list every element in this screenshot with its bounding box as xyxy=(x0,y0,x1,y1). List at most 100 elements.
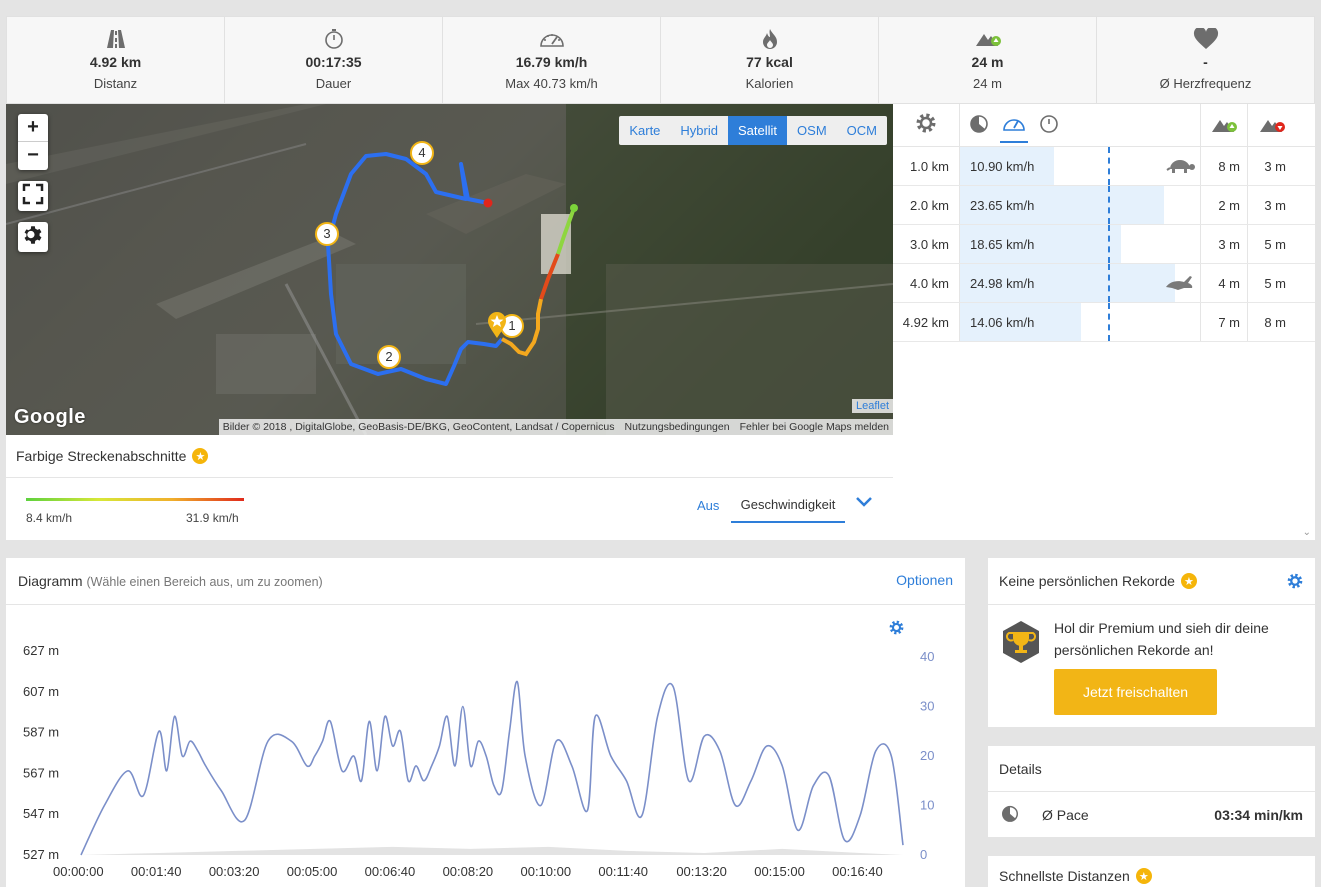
splits-header xyxy=(893,104,1315,147)
split-speed-cell: 23.65 km/h xyxy=(960,186,1201,224)
x-tick-label: 00:06:40 xyxy=(365,864,416,879)
x-tick-label: 00:13:20 xyxy=(676,864,727,879)
y-right-tick-label: 10 xyxy=(920,798,934,813)
zoom-in-button[interactable]: + xyxy=(18,114,48,142)
splits-metric-tabs xyxy=(960,104,1201,146)
gradient-min-label: 8.4 km/h xyxy=(26,511,73,525)
speedometer-icon xyxy=(443,27,660,51)
x-tick-label: 00:00:00 xyxy=(53,864,104,879)
split-descent: 3 m xyxy=(1264,158,1286,174)
pace-icon xyxy=(1000,803,1020,826)
trophy-icon xyxy=(1001,620,1041,669)
split-km: 3.0 km xyxy=(893,225,960,263)
layer-osm[interactable]: OSM xyxy=(797,123,827,138)
split-row: 3.0 km 18.65 km/h 3 m 5 m xyxy=(893,225,1315,264)
speed-tab-icon[interactable] xyxy=(1000,108,1028,143)
scroll-down-arrow-icon[interactable]: ⌄ xyxy=(1302,527,1311,538)
split-ascent: 3 m xyxy=(1201,225,1248,263)
max-speed-label: Max 40.73 km/h xyxy=(505,76,598,91)
diagram-title: Diagramm xyxy=(18,573,83,589)
elevation-up-icon xyxy=(879,27,1096,51)
split-speed: 18.65 km/h xyxy=(970,236,1035,252)
fullscreen-icon xyxy=(22,183,44,210)
split-speed-bar xyxy=(960,303,1082,341)
x-tick-label: 00:15:00 xyxy=(754,864,805,879)
split-speed-cell: 14.06 km/h xyxy=(960,303,1201,341)
average-speed-line xyxy=(1108,147,1110,185)
records-title: Keine persönlichen Rekorde xyxy=(999,573,1175,589)
pace-tab-icon[interactable] xyxy=(968,112,990,139)
route-end-segment xyxy=(556,207,576,255)
mode-speed-option[interactable]: Geschwindigkeit xyxy=(731,490,845,523)
split-km: 4.92 km xyxy=(893,303,960,341)
x-tick-label: 00:01:40 xyxy=(131,864,182,879)
heartrate-label: Ø Herzfrequenz xyxy=(1159,76,1252,91)
km-marker-4[interactable]: 4 xyxy=(410,141,434,165)
pace-label: Ø Pace xyxy=(1042,806,1089,823)
avg-speed-value: 16.79 km/h xyxy=(515,54,588,70)
speed-gradient-bar xyxy=(26,498,244,501)
zoom-out-button[interactable]: − xyxy=(27,144,39,166)
personal-records-panel: Keine persönlichen Rekorde ★ Hol dir Pre… xyxy=(988,558,1315,727)
stat-duration: 00:17:35 Dauer xyxy=(225,17,443,103)
x-tick-label: 00:05:00 xyxy=(287,864,338,879)
chevron-down-icon[interactable] xyxy=(854,495,874,514)
average-speed-line xyxy=(1108,225,1110,263)
stopwatch-icon xyxy=(225,27,442,51)
map-layer-switcher: Karte Hybrid Satellit OSM OCM xyxy=(619,116,887,145)
gradient-max-label: 31.9 km/h xyxy=(186,511,239,525)
y-right-tick-label: 0 xyxy=(920,847,927,862)
km-marker-2[interactable]: 2 xyxy=(377,345,401,369)
diagram-header: Diagramm (Wähle einen Bereich aus, um zu… xyxy=(6,558,965,635)
stat-distance: 4.92 km Distanz xyxy=(7,17,225,103)
details-panel: Details Ø Pace 03:34 min/km xyxy=(988,746,1315,837)
route-finish-dot xyxy=(483,198,493,208)
split-speed-bar xyxy=(960,264,1175,302)
terms-link[interactable]: Nutzungsbedingungen xyxy=(624,421,730,433)
distance-label: Distanz xyxy=(93,76,138,91)
unlock-premium-button[interactable]: Jetzt freischalten xyxy=(1054,669,1217,715)
splits-settings-button[interactable] xyxy=(893,104,960,146)
elevation-down-icon xyxy=(1248,104,1296,146)
map-settings-button[interactable] xyxy=(18,222,48,252)
layer-ocm[interactable]: OCM xyxy=(846,123,877,138)
segments-title: Farbige Streckenabschnitte xyxy=(16,448,187,464)
distance-value: 4.92 km xyxy=(89,54,142,70)
diagram-panel: Diagramm (Wähle einen Bereich aus, um zu… xyxy=(6,558,965,887)
start-star-pin-icon[interactable] xyxy=(487,311,507,344)
elevation-up-icon xyxy=(1201,104,1248,146)
elevation-area xyxy=(81,846,903,855)
pace-row: Ø Pace 03:34 min/km xyxy=(988,792,1315,837)
stat-speed: 16.79 km/h Max 40.73 km/h xyxy=(443,17,661,103)
layer-satellit[interactable]: Satellit xyxy=(728,116,788,145)
rabbit-icon xyxy=(1164,272,1196,295)
diagram-options-button[interactable]: Optionen xyxy=(888,572,953,635)
leaflet-link[interactable]: Leaflet xyxy=(851,399,893,413)
time-tab-icon[interactable] xyxy=(1038,112,1060,139)
elevation-value: 24 m xyxy=(971,54,1004,70)
layer-hybrid[interactable]: Hybrid xyxy=(680,123,718,138)
mode-off-option[interactable]: Aus xyxy=(697,498,720,513)
y-left-tick-label: 567 m xyxy=(23,765,59,780)
premium-star-icon: ★ xyxy=(192,448,209,464)
gear-icon[interactable] xyxy=(1286,572,1304,593)
elevation-label: 24 m xyxy=(973,76,1002,91)
y-right-tick-label: 30 xyxy=(920,699,934,714)
route-map[interactable]: 1 2 3 4 + − Karte Hybrid Satellit OSM OC… xyxy=(6,104,893,435)
fullscreen-button[interactable] xyxy=(18,181,48,211)
premium-star-icon: ★ xyxy=(1180,573,1197,589)
split-speed: 23.65 km/h xyxy=(970,197,1035,213)
split-speed: 10.90 km/h xyxy=(970,158,1035,174)
road-icon xyxy=(7,27,224,51)
report-error-link[interactable]: Fehler bei Google Maps melden xyxy=(739,421,889,433)
route-slow-segment xyxy=(326,152,504,386)
km-marker-3[interactable]: 3 xyxy=(315,222,339,246)
stat-calories: 77 kcal Kalorien xyxy=(661,17,879,103)
split-ascent: 7 m xyxy=(1201,303,1248,341)
x-tick-label: 00:11:40 xyxy=(598,864,648,879)
segments-header: Farbige Streckenabschnitte ★ xyxy=(6,435,893,478)
calories-label: Kalorien xyxy=(745,76,794,91)
layer-karte[interactable]: Karte xyxy=(629,123,661,138)
y-left-tick-label: 527 m xyxy=(23,847,59,862)
